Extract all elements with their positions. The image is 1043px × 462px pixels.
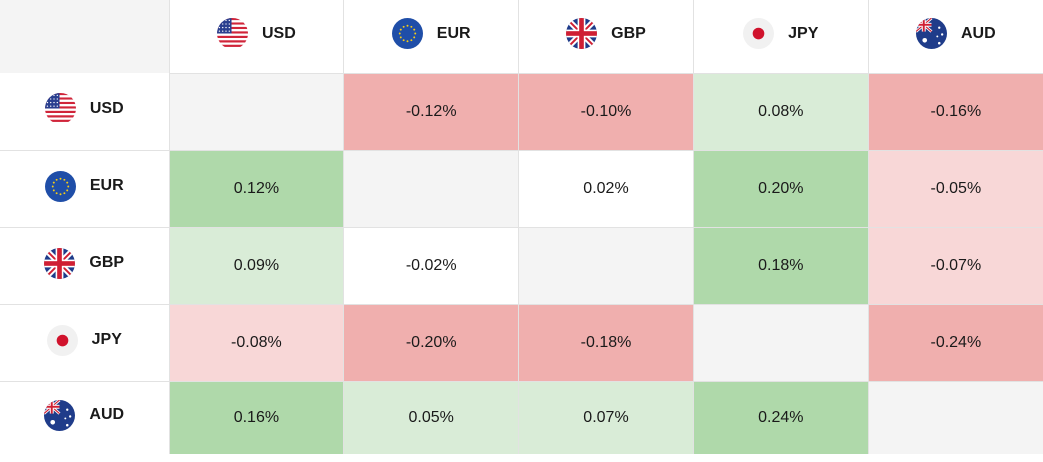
row-header-jpy[interactable]: JPY bbox=[0, 303, 170, 382]
heatmap-cell[interactable]: 0.24% bbox=[692, 380, 869, 454]
column-header-label: USD bbox=[262, 24, 296, 42]
australia-flag-icon bbox=[44, 399, 76, 431]
eu-flag-icon bbox=[44, 170, 76, 202]
heatmap-cell[interactable]: -0.08% bbox=[168, 303, 345, 382]
heatmap-cell[interactable] bbox=[867, 380, 1043, 454]
row-header-label: AUD bbox=[89, 406, 125, 424]
table-row: JPY -0.08% -0.20% -0.18% -0.24% bbox=[0, 303, 1043, 382]
column-header-usd[interactable]: USD bbox=[168, 0, 345, 73]
heatmap-cell[interactable]: -0.16% bbox=[867, 72, 1043, 151]
heatmap-cell[interactable]: -0.02% bbox=[343, 226, 520, 305]
uk-flag-icon bbox=[44, 247, 76, 279]
column-header-label: JPY bbox=[788, 24, 819, 42]
heatmap-cell[interactable]: -0.07% bbox=[867, 226, 1043, 305]
column-header-label: EUR bbox=[436, 24, 471, 42]
heatmap-cell[interactable]: 0.16% bbox=[168, 380, 345, 454]
eu-flag-icon bbox=[391, 18, 423, 50]
table-row: AUD 0.16% 0.05% 0.07% 0.24% bbox=[0, 380, 1043, 454]
row-header-aud[interactable]: AUD bbox=[0, 380, 170, 454]
heatmap-cell[interactable]: 0.12% bbox=[168, 149, 345, 228]
corner-cell bbox=[0, 0, 170, 73]
heatmap-cell[interactable]: 0.18% bbox=[692, 226, 869, 305]
table-row: GBP 0.09% -0.02% 0.18% -0.07% bbox=[0, 226, 1043, 305]
heatmap-cell[interactable] bbox=[343, 149, 520, 228]
australia-flag-icon bbox=[916, 18, 947, 50]
japan-flag-icon bbox=[46, 324, 78, 356]
heatmap-cell[interactable]: 0.05% bbox=[343, 380, 520, 454]
us-flag-icon bbox=[217, 18, 248, 50]
row-header-label: GBP bbox=[89, 254, 125, 271]
row-header-label: EUR bbox=[89, 177, 124, 194]
table-row: EUR 0.12% 0.02% 0.20% -0.05% bbox=[0, 149, 1043, 228]
column-header-eur[interactable]: EUR bbox=[343, 0, 520, 73]
column-header-gbp[interactable]: GBP bbox=[518, 0, 694, 73]
row-header-usd[interactable]: USD bbox=[0, 73, 170, 151]
heatmap-cell[interactable]: 0.07% bbox=[518, 380, 694, 454]
heatmap-cell[interactable]: -0.24% bbox=[867, 303, 1043, 382]
us-flag-icon bbox=[44, 93, 76, 125]
row-header-label: USD bbox=[89, 99, 124, 117]
heatmap-cell[interactable]: 0.09% bbox=[168, 226, 345, 305]
column-header-aud[interactable]: AUD bbox=[867, 0, 1043, 73]
column-header-row: USD EUR GBP JPY AUD bbox=[0, 0, 1043, 73]
row-header-gbp[interactable]: GBP bbox=[0, 226, 170, 305]
column-header-label: AUD bbox=[961, 24, 996, 42]
japan-flag-icon bbox=[743, 18, 775, 50]
table-row: USD -0.12% -0.10% 0.08% -0.16% bbox=[0, 72, 1043, 151]
row-header-label: JPY bbox=[91, 331, 122, 348]
column-header-label: GBP bbox=[611, 24, 646, 42]
heatmap-cell[interactable]: 0.08% bbox=[692, 72, 869, 151]
heatmap-cell[interactable] bbox=[692, 303, 869, 382]
heatmap-cell[interactable]: -0.12% bbox=[343, 72, 520, 151]
heatmap-cell[interactable]: 0.02% bbox=[518, 149, 694, 228]
heatmap-cell[interactable]: -0.05% bbox=[867, 149, 1043, 228]
row-header-eur[interactable]: EUR bbox=[0, 149, 170, 228]
column-header-jpy[interactable]: JPY bbox=[692, 0, 869, 73]
heatmap-cell[interactable] bbox=[168, 72, 345, 151]
heatmap-cell[interactable]: -0.18% bbox=[518, 303, 694, 382]
heatmap-cell[interactable]: -0.10% bbox=[518, 72, 694, 151]
uk-flag-icon bbox=[566, 18, 598, 50]
heatmap-cell[interactable]: 0.20% bbox=[692, 149, 869, 228]
heatmap-cell[interactable]: -0.20% bbox=[343, 303, 520, 382]
heatmap-cell[interactable] bbox=[518, 226, 694, 305]
